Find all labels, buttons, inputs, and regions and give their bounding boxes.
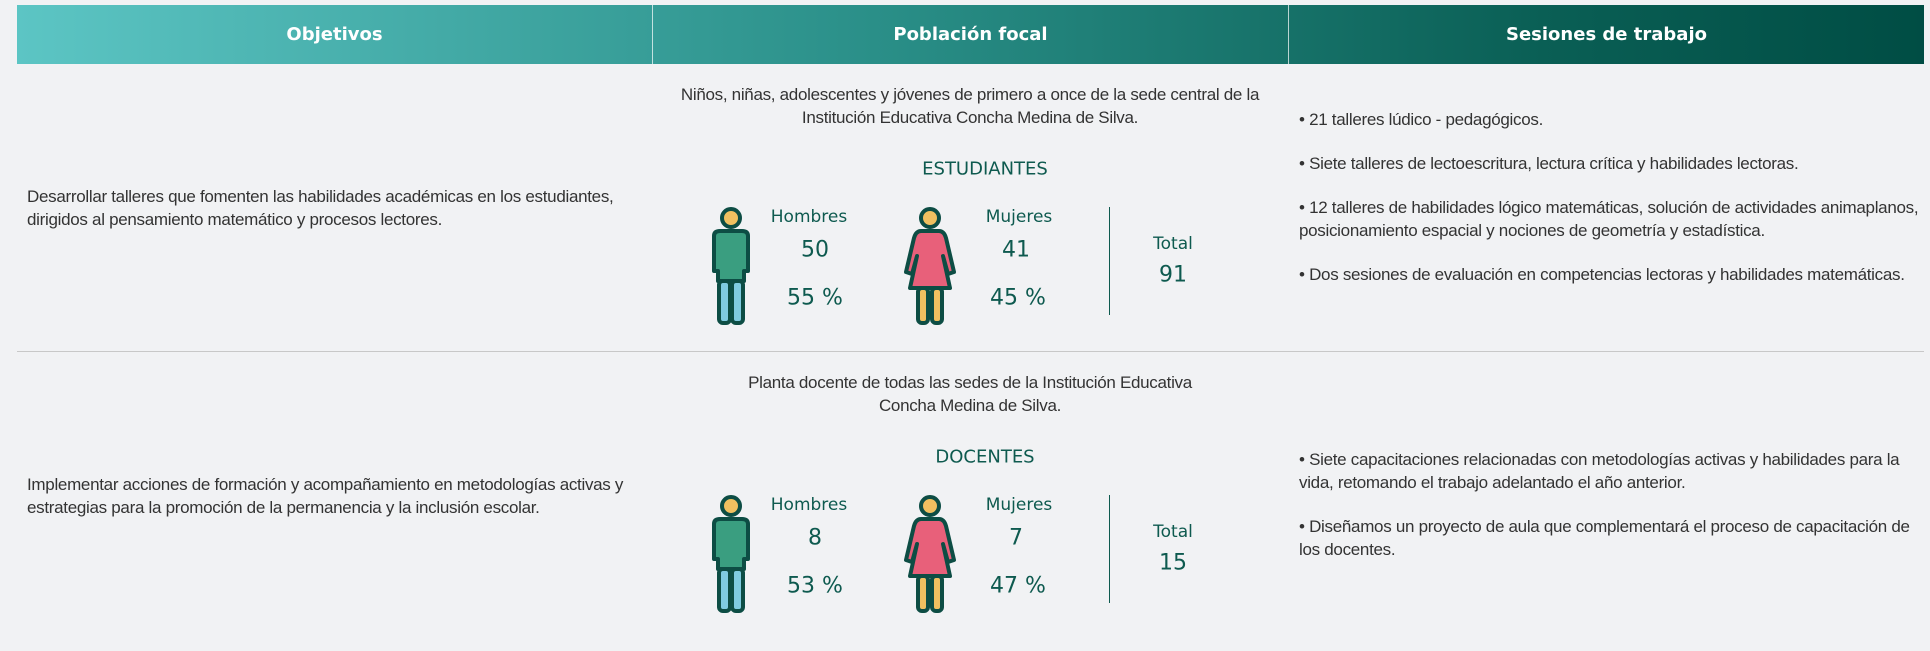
women-count: 7 [1009, 525, 1023, 551]
women-label: Mujeres [985, 207, 1053, 227]
population-line: Planta docente de todas las sedes de la … [748, 373, 1192, 392]
total-count: 91 [1159, 262, 1187, 288]
population: Planta docente de todas las sedes de la … [652, 371, 1288, 417]
session-item: • 12 talleres de habilidades lógico mate… [1299, 198, 1919, 240]
table-row: Implementar acciones de formación y acom… [17, 351, 1924, 639]
table-header: Objetivos Población focal Sesiones de tr… [17, 5, 1924, 64]
population-line: Concha Medina de Silva. [878, 396, 1062, 415]
woman-icon [904, 495, 956, 613]
man-icon [712, 207, 750, 325]
total-label: Total [1153, 522, 1193, 542]
objective: Desarrollar talleres que fomenten las ha… [27, 186, 614, 229]
session-item: • Dos sesiones de evaluación en competen… [1299, 265, 1905, 284]
total-count: 15 [1159, 550, 1187, 576]
session-item: • Siete talleres de lectoescritura, lect… [1299, 154, 1799, 173]
women-label: Mujeres [985, 495, 1053, 515]
group-label: DOCENTES [935, 446, 1035, 468]
men-count: 50 [801, 237, 829, 263]
table-row: Desarrollar talleres que fomenten las ha… [17, 64, 1924, 351]
header-cell: Sesiones de trabajo [1288, 5, 1924, 64]
men-count: 8 [808, 525, 822, 551]
header-cell: Población focal [652, 5, 1288, 64]
sessions: • 21 talleres lúdico - pedagógicos. • Sie… [1299, 108, 1919, 307]
population: Niños, niñas, adolescentes y jóvenes de … [652, 83, 1288, 129]
sessions: • Siete capacitaciones relacionadas con … [1299, 448, 1919, 582]
men-label: Hombres [770, 495, 848, 515]
group-label: ESTUDIANTES [922, 158, 1048, 180]
women-percent: 45 % [990, 285, 1046, 311]
woman-icon [904, 207, 956, 325]
population-line: Niños, niñas, adolescentes y jóvenes de … [680, 85, 1260, 104]
objective: Implementar acciones de formación y acom… [27, 474, 624, 517]
women-count: 41 [1002, 237, 1030, 263]
total-label: Total [1153, 234, 1193, 254]
men-percent: 55 % [787, 285, 843, 311]
session-item: • Diseñamos un proyecto de aula que comp… [1299, 517, 1910, 559]
men-percent: 53 % [787, 573, 843, 599]
header-cell: Objetivos [286, 24, 383, 45]
session-item: • 21 talleres lúdico - pedagógicos. [1299, 110, 1543, 129]
divider [1109, 495, 1110, 603]
population-line: Institución Educativa Concha Medina de S… [801, 108, 1139, 127]
man-icon [712, 495, 750, 613]
men-label: Hombres [770, 207, 848, 227]
session-item: • Siete capacitaciones relacionadas con … [1299, 450, 1900, 492]
women-percent: 47 % [990, 573, 1046, 599]
divider [1109, 207, 1110, 315]
